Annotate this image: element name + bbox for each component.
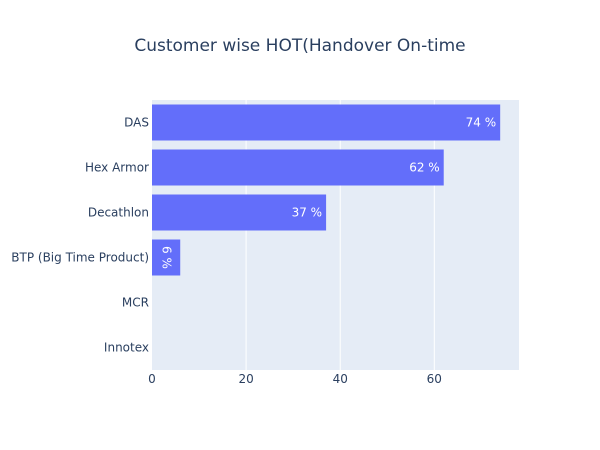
bar-data-label: 37 % — [292, 206, 323, 220]
x-tick-label: 20 — [238, 372, 253, 386]
x-tick-label: 40 — [333, 372, 348, 386]
plot-area — [152, 100, 519, 370]
y-category-label: Innotex — [104, 341, 149, 355]
x-axis-ticks: 0 20 40 60 — [148, 372, 442, 386]
y-axis-labels: DAS Hex Armor Decathlon BTP (Big Time Produ… — [11, 116, 149, 355]
y-category-label: Hex Armor — [85, 161, 149, 175]
bar-data-label: 62 % — [409, 161, 440, 175]
bars: 74 % 62 % 37 % 6 % — [152, 104, 501, 276]
y-category-label: BTP (Big Time Product) — [11, 251, 149, 265]
bar — [152, 149, 444, 186]
bar-data-label: 74 % — [466, 116, 497, 130]
x-gridlines — [245, 100, 435, 370]
y-category-label: MCR — [122, 296, 149, 310]
x-tick-label: 60 — [427, 372, 442, 386]
bar-data-label: 6 % — [160, 246, 174, 269]
bar — [152, 104, 501, 141]
chart-title: Customer wise HOT(Handover On-time — [134, 36, 465, 56]
x-tick-label: 0 — [148, 372, 156, 386]
bar — [152, 194, 327, 231]
y-category-label: DAS — [124, 116, 149, 130]
bar — [152, 239, 181, 276]
y-category-label: Decathlon — [88, 206, 149, 220]
